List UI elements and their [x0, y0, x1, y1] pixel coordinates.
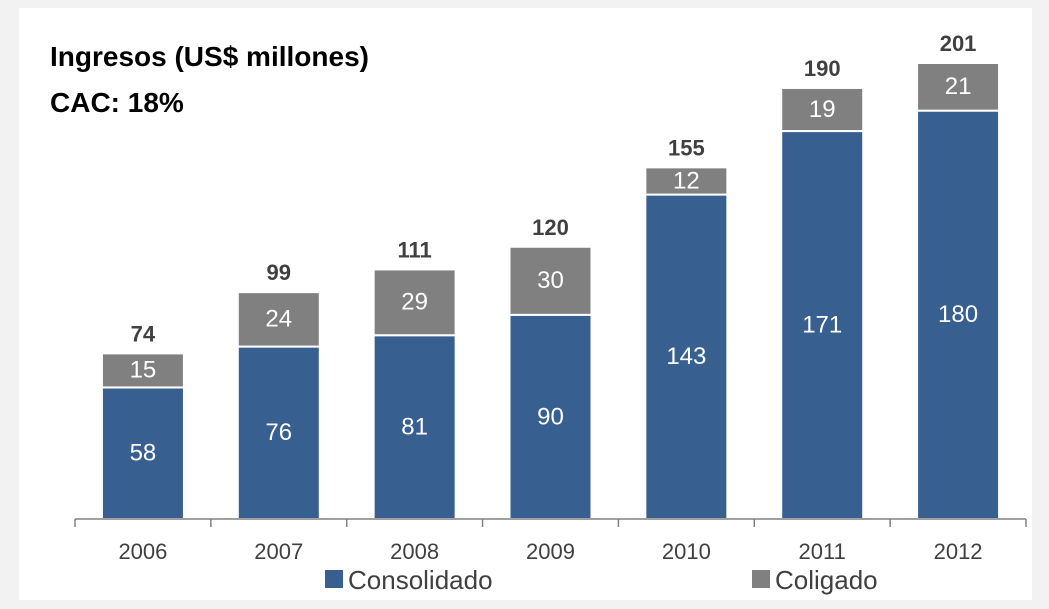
x-tick-label-2010: 2010 [662, 539, 711, 564]
bar-consolidado-2010 [644, 193, 729, 520]
chart-subtitle: CAC: 18% [50, 87, 184, 118]
total-label-2010: 155 [668, 135, 705, 160]
legend: Consolidado Coligado [325, 565, 878, 595]
bar-consolidado-2006 [100, 386, 185, 520]
total-label-2012: 201 [940, 31, 977, 56]
data-label-coligado-2008: 29 [401, 289, 428, 316]
data-label-coligado-2007: 24 [265, 306, 292, 333]
total-label-2008: 111 [398, 237, 432, 262]
bar-coligado-2011 [780, 86, 865, 133]
total-label-2007: 99 [267, 260, 291, 285]
data-label-coligado-2011: 19 [809, 96, 836, 123]
bar-consolidado-2011 [780, 130, 865, 521]
x-axis-ticks [74, 519, 1027, 527]
legend-swatch-consolidado [325, 570, 343, 588]
x-tick-label-2012: 2012 [934, 539, 983, 564]
data-label-consolidado-2007: 76 [265, 419, 292, 446]
total-label-2011: 190 [804, 56, 841, 81]
bar-coligado-2010 [644, 166, 729, 196]
bars-group: 58 15 76 24 81 29 90 30 143 12 171 19 180 21 [100, 62, 1001, 521]
total-label-2009: 120 [532, 215, 569, 240]
x-axis-tick-labels: 2006 2007 2008 2009 2010 2011 2012 [118, 539, 982, 564]
totals-group: 74 99 111 120 155 190 201 [131, 31, 977, 346]
bar-coligado-2008 [372, 268, 457, 337]
data-label-coligado-2009: 30 [537, 267, 564, 294]
bar-coligado-2012 [916, 62, 1001, 112]
bar-coligado-2007 [236, 291, 321, 348]
total-label-2006: 74 [131, 321, 156, 346]
x-tick-label-2006: 2006 [118, 539, 167, 564]
x-tick-label-2007: 2007 [254, 539, 303, 564]
data-label-consolidado-2008: 81 [401, 413, 428, 440]
x-tick-label-2008: 2008 [390, 539, 439, 564]
legend-label-consolidado: Consolidado [348, 565, 493, 595]
data-label-consolidado-2011: 171 [802, 311, 842, 338]
legend-swatch-coligado [752, 570, 770, 588]
data-label-coligado-2006: 15 [130, 357, 157, 384]
data-label-consolidado-2010: 143 [666, 343, 706, 370]
bar-coligado-2006 [100, 352, 185, 389]
x-tick-label-2009: 2009 [526, 539, 575, 564]
bar-coligado-2009 [508, 245, 593, 316]
data-label-coligado-2012: 21 [945, 73, 972, 100]
chart-title: Ingresos (US$ millones) [50, 41, 369, 72]
data-label-consolidado-2006: 58 [130, 440, 157, 467]
data-label-consolidado-2009: 90 [537, 403, 564, 430]
legend-label-coligado: Coligado [775, 565, 878, 595]
bar-consolidado-2009 [508, 313, 593, 520]
x-tick-label-2011: 2011 [799, 539, 846, 564]
data-label-coligado-2010: 12 [673, 167, 700, 194]
data-label-consolidado-2012: 180 [938, 301, 978, 328]
